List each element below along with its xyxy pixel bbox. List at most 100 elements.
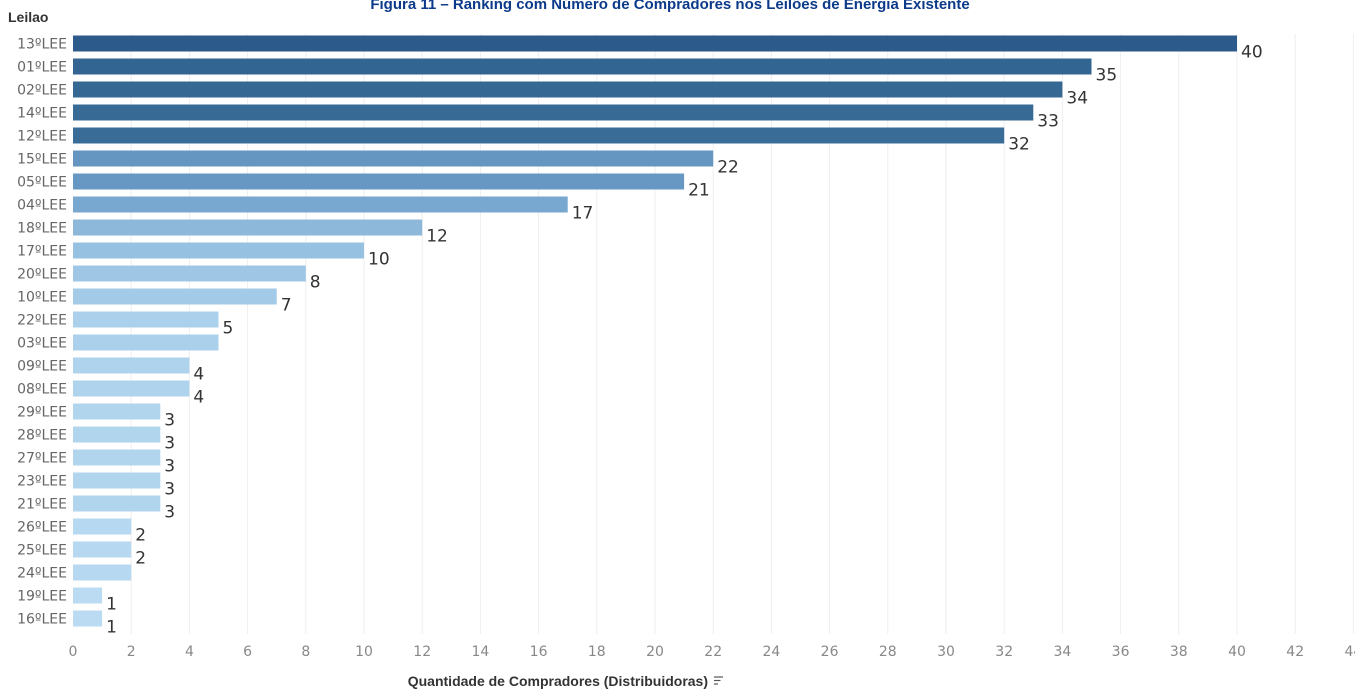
- value-label: 3: [164, 434, 175, 454]
- value-label: 5: [223, 319, 234, 339]
- category-label: 19ºLEE: [17, 589, 67, 605]
- bar: [73, 357, 190, 374]
- bar: [73, 173, 685, 190]
- value-label: 33: [1037, 112, 1059, 132]
- x-axis-ticks: 0 2 4 6 8 10 12 14 16 18 20 22 24 26 28 30 32 34 36 38 40 42 4…: [69, 644, 1355, 660]
- value-label: 2: [135, 549, 146, 569]
- x-tick-label: 6: [243, 644, 252, 660]
- x-tick-label: 32: [995, 644, 1013, 660]
- x-tick-label: 18: [588, 644, 606, 660]
- category-label: 27ºLEE: [17, 451, 67, 467]
- bar: [73, 334, 219, 351]
- x-axis-title: Quantidade de Compradores (Distribuidora…: [408, 673, 708, 689]
- category-label: 16ºLEE: [17, 612, 67, 628]
- x-tick-label: 2: [127, 644, 136, 660]
- x-tick-label: 12: [413, 644, 431, 660]
- bar: [73, 311, 219, 328]
- bar: [73, 518, 132, 535]
- value-label: 22: [717, 158, 739, 178]
- bar: [73, 35, 1237, 52]
- bar: [73, 541, 132, 558]
- value-label: 32: [1008, 135, 1030, 155]
- bars: [73, 35, 1237, 627]
- category-label: 12ºLEE: [17, 129, 67, 145]
- value-label: 8: [310, 273, 321, 293]
- bar: [73, 587, 103, 604]
- x-tick-label: 10: [355, 644, 373, 660]
- x-tick-label: 28: [879, 644, 897, 660]
- category-label: 29ºLEE: [17, 405, 67, 421]
- bar: [73, 564, 132, 581]
- value-label: 40: [1241, 43, 1263, 63]
- x-tick-label: 44: [1344, 644, 1355, 660]
- value-label: 1: [106, 618, 117, 638]
- bar: [73, 403, 161, 420]
- bar: [73, 127, 1005, 144]
- bar: [73, 426, 161, 443]
- category-label: 08ºLEE: [17, 382, 67, 398]
- bar: [73, 58, 1092, 75]
- x-tick-label: 36: [1112, 644, 1130, 660]
- x-tick-label: 16: [530, 644, 548, 660]
- category-labels: 13ºLEE 01ºLEE 02ºLEE 14ºLEE 12ºLEE 15ºLEE 05ºL…: [17, 37, 67, 628]
- bar: [73, 380, 190, 397]
- category-label: 01ºLEE: [17, 60, 67, 76]
- x-tick-label: 0: [69, 644, 78, 660]
- bar: [73, 610, 103, 627]
- value-label: 12: [426, 227, 448, 247]
- chart-title: Figura 11 – Ranking com Número de Compra…: [370, 0, 969, 13]
- x-tick-label: 14: [471, 644, 489, 660]
- bar: [73, 288, 277, 305]
- category-label: 10ºLEE: [17, 290, 67, 306]
- value-label: 17: [572, 204, 594, 224]
- x-tick-label: 8: [301, 644, 310, 660]
- category-label: 21ºLEE: [17, 497, 67, 513]
- sort-descending-icon[interactable]: [714, 676, 723, 685]
- category-label: 02ºLEE: [17, 83, 67, 99]
- bar: [73, 81, 1063, 98]
- category-label: 24ºLEE: [17, 566, 67, 582]
- bar: [73, 104, 1034, 121]
- x-tick-label: 22: [704, 644, 722, 660]
- y-dimension-header: Leilao: [8, 9, 48, 25]
- category-label: 23ºLEE: [17, 474, 67, 490]
- bar: [73, 495, 161, 512]
- bar: [73, 242, 364, 259]
- x-tick-label: 40: [1228, 644, 1246, 660]
- bar: [73, 150, 714, 167]
- value-label: 35: [1096, 66, 1118, 86]
- category-label: 17ºLEE: [17, 244, 67, 260]
- category-label: 28ºLEE: [17, 428, 67, 444]
- value-label: 21: [688, 181, 710, 201]
- category-label: 25ºLEE: [17, 543, 67, 559]
- x-tick-label: 20: [646, 644, 664, 660]
- x-tick-label: 42: [1286, 644, 1304, 660]
- category-label: 18ºLEE: [17, 221, 67, 237]
- bar: [73, 449, 161, 466]
- value-label: 4: [193, 388, 204, 408]
- category-label: 14ºLEE: [17, 106, 67, 122]
- value-label: 3: [164, 457, 175, 477]
- x-tick-label: 26: [821, 644, 839, 660]
- value-label: 3: [164, 480, 175, 500]
- x-tick-label: 38: [1170, 644, 1188, 660]
- category-label: 26ºLEE: [17, 520, 67, 536]
- category-label: 04ºLEE: [17, 198, 67, 214]
- value-label: 1: [106, 595, 117, 615]
- category-label: 15ºLEE: [17, 152, 67, 168]
- bar: [73, 265, 306, 282]
- category-label: 05ºLEE: [17, 175, 67, 191]
- x-tick-label: 30: [937, 644, 955, 660]
- category-label: 09ºLEE: [17, 359, 67, 375]
- value-label: 3: [164, 503, 175, 523]
- category-label: 03ºLEE: [17, 336, 67, 352]
- bar: [73, 472, 161, 489]
- value-label: 4: [193, 365, 204, 385]
- value-label: 3: [164, 411, 175, 431]
- category-label: 13ºLEE: [17, 37, 67, 53]
- value-label: 10: [368, 250, 390, 270]
- bar: [73, 219, 423, 236]
- category-label: 20ºLEE: [17, 267, 67, 283]
